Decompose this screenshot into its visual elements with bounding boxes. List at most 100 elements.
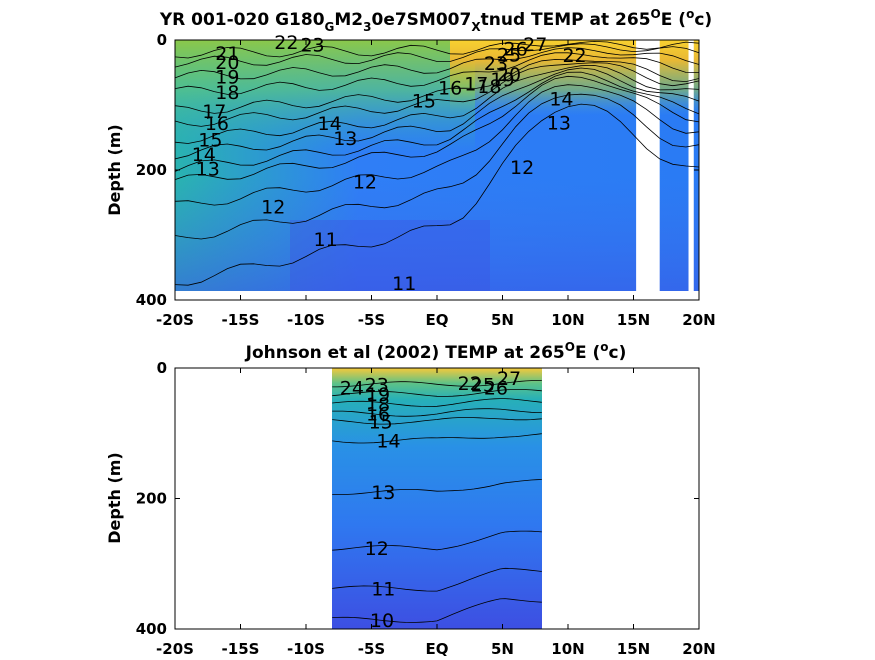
- top-title-part-c: 0e7SM007: [372, 10, 472, 30]
- top-x-tick-label: -10S: [287, 311, 325, 329]
- top-title-part-sub1: G: [325, 20, 335, 34]
- top-contour-label: 12: [261, 196, 285, 218]
- bottom-title-part-a: Johnson et al (2002) TEMP at 265: [245, 343, 565, 363]
- top-contour-label: 13: [547, 113, 571, 135]
- top-contour-line: [174, 84, 700, 206]
- top-contour-line: [174, 75, 700, 180]
- top-chart-panel: YR 001-020 G180GM230e7SM007Xtnud TEMP at…: [105, 7, 716, 329]
- top-contour-label: 22: [562, 45, 586, 67]
- top-title-part-b: M2: [334, 10, 363, 30]
- top-contour-label: 14: [549, 89, 573, 111]
- top-title-part-d: tnud TEMP at 265: [481, 10, 651, 30]
- top-x-tick-label: 10N: [551, 311, 584, 329]
- top-contour-label: 15: [412, 90, 436, 112]
- top-title-part-sub2: 3: [363, 20, 371, 34]
- top-contour-line: [174, 71, 700, 172]
- top-y-axis-label: Depth (m): [105, 124, 124, 216]
- bottom-contour-line: [332, 479, 542, 495]
- bottom-contour-line: [332, 398, 542, 407]
- bottom-contour-line: [332, 408, 542, 417]
- top-y-tick-label: 400: [136, 291, 167, 309]
- top-contour-label: 16: [205, 113, 229, 135]
- top-contour-label: 20: [497, 64, 521, 86]
- top-contour-label: 12: [353, 172, 377, 194]
- top-contour-label: 23: [484, 53, 508, 75]
- top-contour-line: [174, 64, 700, 144]
- top-title-part-a: YR 001-020 G180: [159, 10, 325, 30]
- bottom-chart-panel: Johnson et al (2002) TEMP at 265OE (oc) …: [105, 340, 716, 658]
- top-contour-label: 27: [523, 34, 547, 56]
- bottom-y-axis-label: Depth (m): [105, 452, 124, 544]
- top-contour-line: [174, 62, 700, 127]
- top-missing-data-region: [688, 40, 694, 300]
- top-heatmap-surface-layer: [175, 40, 475, 291]
- top-contour-label: 14: [192, 144, 216, 166]
- top-contour-line: [174, 40, 700, 59]
- bottom-contour-line: [332, 389, 542, 397]
- top-contour-label: 26: [504, 38, 528, 60]
- top-contour-label: 21: [215, 43, 239, 65]
- top-contour-line: [174, 67, 700, 160]
- bottom-contour-label: 11: [371, 579, 395, 601]
- top-contour-line: [174, 47, 700, 80]
- bottom-chart-title: Johnson et al (2002) TEMP at 265OE (oc): [245, 340, 627, 363]
- top-contour-label: 17: [202, 101, 226, 123]
- bottom-x-tick-label: -20S: [156, 640, 194, 656]
- top-contour-label: 20: [215, 52, 239, 74]
- top-contour-label: 18: [215, 82, 239, 104]
- top-x-axis: -20S -15S -10S -5S EQ 5N 10N 15N 20N: [156, 40, 716, 329]
- top-contour-label: 23: [300, 35, 324, 57]
- top-contour-label: 11: [392, 273, 416, 295]
- bottom-contour-label: 25: [471, 374, 495, 396]
- top-contour-label: 17: [464, 74, 488, 96]
- bottom-x-tick-label: 20N: [682, 640, 715, 656]
- top-contour-label: 12: [510, 157, 534, 179]
- top-title-part-sup2: o: [686, 7, 694, 21]
- bottom-contour-label: 23: [365, 374, 389, 396]
- top-x-tick-label: EQ: [426, 311, 449, 329]
- bottom-title-part-sup1: O: [565, 340, 575, 354]
- top-x-tick-label: 5N: [491, 311, 514, 329]
- bottom-contour-label: 15: [369, 412, 393, 434]
- bottom-contour-line: [332, 598, 542, 623]
- bottom-x-tick-label: 10N: [551, 640, 584, 656]
- bottom-contour-line: [332, 417, 542, 425]
- bottom-x-tick-label: 5N: [491, 640, 514, 656]
- bottom-title-part-sup2: o: [600, 340, 608, 354]
- bottom-heatmap-base: [332, 368, 542, 629]
- bottom-contour-line: [332, 433, 542, 444]
- bottom-x-tick-label: EQ: [426, 640, 449, 656]
- top-contour-label: 11: [314, 229, 338, 251]
- bottom-contour-line: [332, 567, 542, 592]
- bottom-contour-label: 10: [370, 610, 394, 632]
- top-x-tick-label: -20S: [156, 311, 194, 329]
- bottom-contour-label: 27: [497, 368, 521, 390]
- top-missing-data-region: [636, 40, 660, 300]
- top-heatmap-deep-blob: [290, 220, 490, 291]
- top-contour-label: 22: [274, 32, 298, 54]
- bottom-x-axis: -20S -15S -10S -5S EQ 5N 10N 15N 20N: [156, 368, 716, 658]
- bottom-contour-label: 22: [458, 373, 482, 395]
- bottom-contour-label: 26: [484, 378, 508, 400]
- top-x-tick-label: 20N: [682, 311, 715, 329]
- top-y-axis: 0 200 400: [136, 31, 699, 309]
- bottom-contour-label: 12: [365, 538, 389, 560]
- top-contour-label: 13: [333, 128, 357, 150]
- bottom-contour-line: [332, 380, 542, 388]
- bottom-contour-label: 13: [371, 482, 395, 504]
- bottom-y-tick-label: 200: [136, 490, 167, 508]
- top-title-part-sub3: X: [471, 20, 481, 34]
- top-x-tick-label: -15S: [222, 311, 260, 329]
- bottom-contour-label: 19: [366, 384, 390, 406]
- top-contour-line: [174, 59, 700, 114]
- top-title-part-sup1: O: [651, 7, 661, 21]
- bottom-x-tick-label: -10S: [287, 640, 325, 656]
- bottom-contour-label: 16: [366, 404, 390, 426]
- top-title-part-f: c): [694, 10, 712, 30]
- bottom-title-part-f: c): [609, 343, 627, 363]
- top-y-tick-label: 0: [157, 31, 167, 49]
